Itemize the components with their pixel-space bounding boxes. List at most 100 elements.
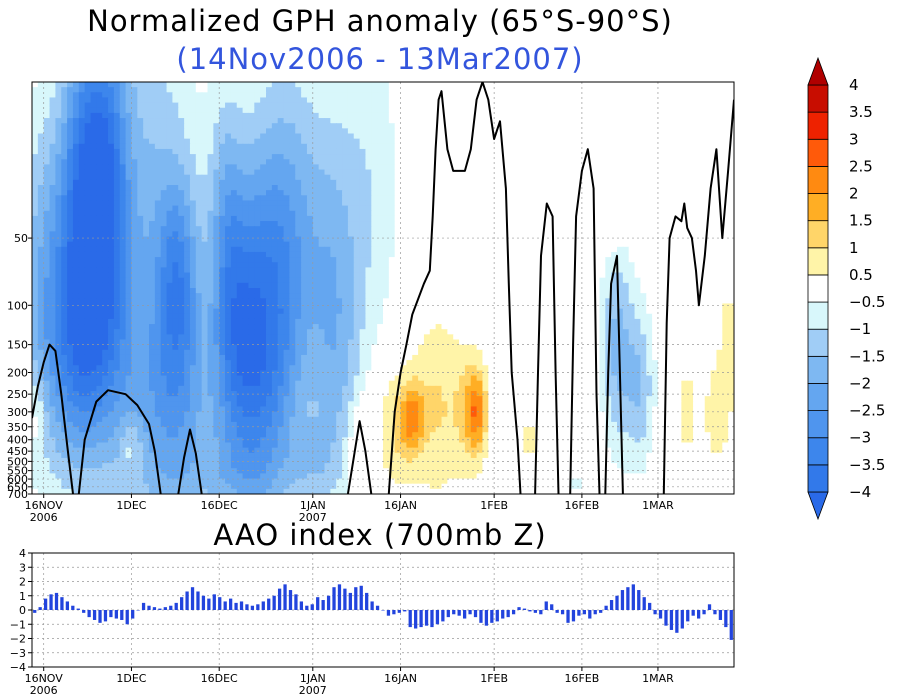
heatmap-cell (383, 262, 390, 268)
heatmap-cell (260, 143, 267, 150)
heatmap-cell (423, 154, 431, 160)
heatmap-cell (552, 123, 560, 129)
heatmap-cell (131, 190, 138, 196)
heatmap-cell (564, 200, 571, 207)
heatmap-cell (447, 262, 454, 268)
heatmap-cell (353, 92, 361, 99)
heatmap-cell (324, 154, 331, 160)
heatmap-cell (236, 236, 244, 243)
heatmap-cell (96, 107, 103, 114)
heatmap-cell (687, 159, 694, 165)
heatmap-cell (108, 174, 115, 181)
heatmap-cell (617, 195, 624, 202)
heatmap-cell (260, 169, 267, 176)
heatmap-cell (195, 282, 203, 289)
heatmap-cell (388, 205, 396, 212)
heatmap-cell (230, 190, 238, 196)
heatmap-cell (418, 257, 425, 263)
heatmap-cell (301, 97, 308, 104)
heatmap-cell (500, 112, 507, 119)
heatmap-cell (383, 128, 390, 135)
heatmap-cell (137, 159, 144, 165)
heatmap-cell (400, 257, 407, 263)
heatmap-cell (84, 272, 92, 279)
heatmap-cell (330, 215, 337, 222)
heatmap-cell (722, 251, 729, 258)
heatmap-cell (324, 221, 331, 227)
heatmap-cell (388, 282, 396, 289)
heatmap-cell (587, 241, 595, 248)
heatmap-cell (687, 251, 694, 258)
heatmap-cell (576, 267, 583, 274)
heatmap-cell (353, 282, 361, 289)
heatmap-cell (271, 262, 279, 268)
heatmap-cell (617, 102, 624, 109)
heatmap-cell (84, 190, 92, 196)
heatmap-cell (377, 241, 384, 248)
heatmap-cell (143, 190, 150, 196)
heatmap-cell (453, 288, 460, 294)
heatmap-cell (266, 128, 273, 135)
heatmap-cell (488, 221, 495, 227)
heatmap-cell (189, 215, 197, 222)
heatmap-cell (277, 277, 285, 284)
heatmap-cell (447, 205, 454, 212)
heatmap-cell (447, 257, 454, 263)
heatmap-cell (546, 102, 554, 109)
heatmap-cell (96, 241, 103, 248)
heatmap-cell (687, 288, 694, 294)
heatmap-cell (459, 87, 466, 93)
heatmap-cell (324, 195, 331, 202)
heatmap-cell (611, 92, 618, 99)
heatmap-cell (464, 262, 472, 268)
heatmap-cell (166, 112, 173, 119)
heatmap-cell (406, 148, 413, 155)
heatmap-cell (236, 107, 244, 114)
heatmap-cell (172, 288, 179, 294)
heatmap-cell (634, 133, 641, 140)
heatmap-cell (336, 97, 343, 104)
heatmap-cell (657, 195, 665, 202)
heatmap-cell (722, 128, 729, 135)
heatmap-cell (482, 205, 489, 212)
heatmap-cell (587, 282, 595, 289)
heatmap-cell (160, 148, 168, 155)
heatmap-cell (494, 164, 501, 171)
heatmap-cell (90, 215, 97, 222)
heatmap-cell (289, 246, 296, 253)
heatmap-cell (728, 107, 734, 114)
heatmap-cell (394, 148, 402, 155)
heatmap-cell (32, 190, 39, 196)
heatmap-cell (125, 143, 133, 150)
heatmap-cell (441, 205, 448, 212)
heatmap-cell (517, 179, 524, 186)
heatmap-cell (710, 190, 718, 196)
heatmap-cell (207, 241, 214, 248)
heatmap-cell (230, 133, 238, 140)
heatmap-cell (476, 200, 484, 207)
heatmap-cell (394, 272, 402, 279)
heatmap-cell (55, 231, 62, 238)
heatmap-cell (96, 246, 103, 253)
heatmap-cell (353, 241, 361, 248)
heatmap-cell (494, 246, 501, 253)
heatmap-cell (189, 102, 197, 109)
heatmap-cell (669, 118, 677, 124)
heatmap-cell (622, 118, 630, 124)
heatmap-cell (172, 174, 179, 181)
heatmap-cell (96, 128, 103, 135)
heatmap-cell (412, 179, 419, 186)
heatmap-cell (96, 179, 103, 186)
heatmap-cell (330, 154, 337, 160)
heatmap-cell (113, 190, 121, 196)
heatmap-cell (248, 112, 255, 119)
heatmap-cell (617, 215, 624, 222)
heatmap-cell (242, 267, 250, 274)
heatmap-cell (546, 282, 554, 289)
heatmap-cell (377, 174, 384, 181)
heatmap-cell (242, 97, 250, 104)
heatmap-cell (230, 128, 238, 135)
heatmap-cell (207, 133, 214, 140)
heatmap-cell (248, 107, 255, 114)
heatmap-cell (628, 267, 636, 274)
